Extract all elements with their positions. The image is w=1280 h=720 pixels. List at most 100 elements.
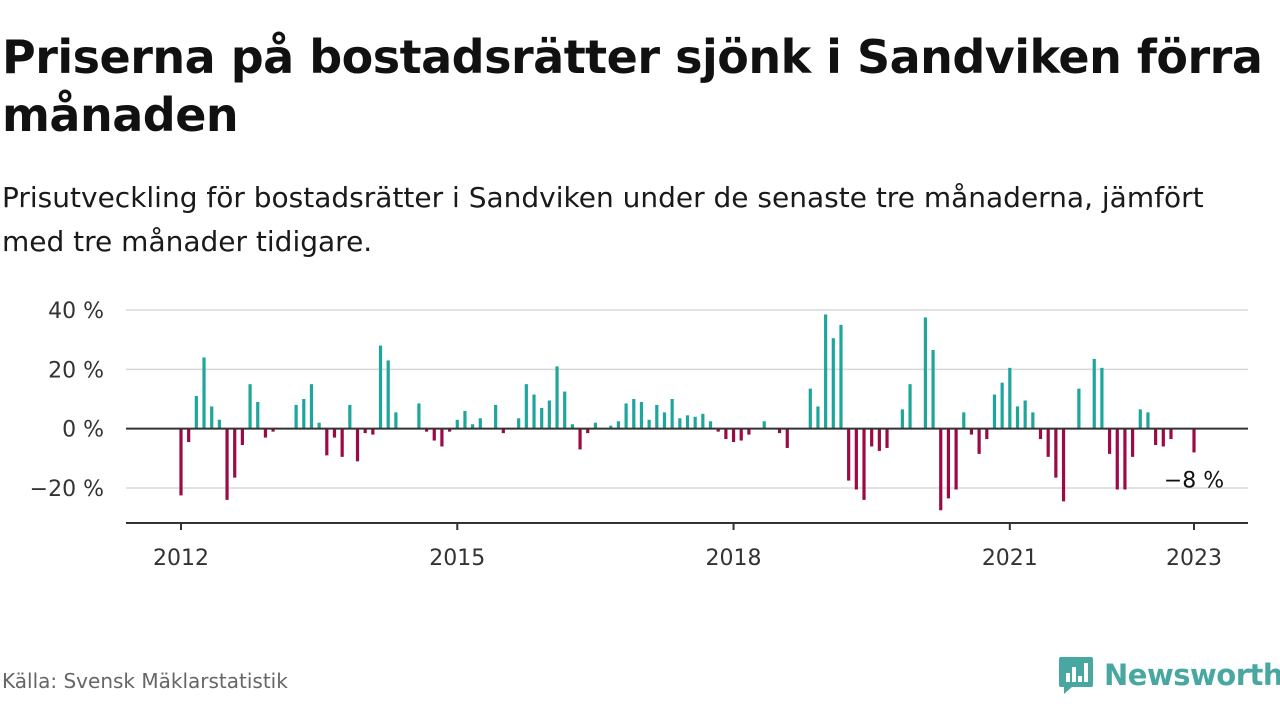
bar (1192, 428, 1196, 453)
brand-name: Newsworthy (1104, 658, 1280, 692)
bar (240, 428, 244, 445)
x-tick-label: 2023 (1166, 546, 1222, 571)
bar (632, 399, 636, 429)
bar (1061, 428, 1066, 502)
source-note: Källa: Svensk Mäklarstatistik (2, 669, 288, 693)
bar (1169, 428, 1173, 440)
bar (263, 428, 268, 438)
bar (1008, 367, 1012, 429)
bar (854, 428, 858, 490)
bar (540, 407, 544, 429)
bar (294, 404, 298, 429)
bar (1146, 412, 1150, 429)
bar (1038, 428, 1043, 440)
bar (616, 421, 621, 429)
bar (923, 317, 927, 429)
bar (877, 428, 881, 451)
bar (217, 419, 221, 429)
bar (639, 401, 644, 429)
bar (839, 324, 843, 429)
bar (271, 428, 275, 432)
bar (417, 403, 421, 429)
bar (609, 425, 613, 429)
bar (225, 428, 229, 500)
bar (931, 350, 935, 429)
bar (739, 428, 743, 441)
bar (777, 428, 782, 434)
bar (363, 428, 367, 434)
bar (862, 428, 866, 500)
bar (731, 428, 736, 443)
bar (670, 399, 674, 429)
bar (1138, 409, 1142, 429)
bar (1031, 412, 1035, 429)
bar (179, 428, 183, 496)
bar (440, 428, 444, 447)
bar (662, 412, 667, 429)
bar (1015, 406, 1020, 429)
bar (1077, 388, 1081, 429)
bar (985, 428, 989, 440)
bar (332, 428, 337, 438)
x-tick-label: 2018 (706, 546, 762, 571)
bar (593, 422, 598, 429)
bar (1115, 428, 1119, 490)
bar (1046, 428, 1050, 457)
bar (747, 428, 751, 435)
bar (1131, 428, 1135, 457)
bar (1100, 367, 1104, 429)
tick-labels: 40 % 20 % 0 % −20 % 2012 2015 2018 2021 2023 (30, 299, 1222, 571)
x-tick-label: 2015 (429, 546, 485, 571)
bar (202, 357, 206, 429)
bar (586, 428, 590, 434)
bar (939, 428, 943, 511)
bar (524, 384, 528, 429)
bar (624, 403, 628, 429)
bar (478, 418, 482, 429)
bar (1107, 428, 1112, 454)
bar (762, 421, 766, 429)
bar (824, 314, 828, 429)
bar (348, 404, 352, 429)
bar (325, 428, 329, 456)
bar (570, 424, 574, 429)
y-tick-label: 40 % (48, 299, 104, 324)
bar (693, 416, 697, 429)
bar (708, 421, 713, 429)
bar (1123, 428, 1127, 490)
bar (471, 424, 475, 429)
bar (187, 428, 191, 443)
bar (555, 366, 559, 429)
bar (647, 419, 651, 429)
bar (378, 345, 383, 429)
bar (685, 415, 690, 429)
bar (1023, 400, 1027, 429)
bar (432, 428, 436, 441)
gridlines (126, 309, 1248, 489)
bar (962, 412, 966, 429)
y-tick-label: 20 % (48, 358, 104, 383)
chart-subtitle: Prisutveckling för bostadsrätter i Sandv… (2, 181, 1204, 258)
bar (900, 409, 904, 429)
x-tick-label: 2012 (153, 546, 209, 571)
last-value-annotation: −8 % (1164, 468, 1224, 493)
bar (547, 400, 551, 429)
x-tick-label: 2021 (982, 546, 1038, 571)
bar (1161, 428, 1165, 447)
bar (1154, 428, 1158, 445)
bar (578, 428, 582, 450)
bar (371, 428, 375, 435)
bar (716, 428, 720, 432)
bar (494, 404, 498, 429)
bar (386, 360, 390, 429)
bar (946, 428, 951, 499)
y-tick-label: −20 % (30, 477, 104, 502)
bar (463, 410, 467, 429)
bar (448, 428, 452, 432)
bar (210, 406, 214, 429)
bar (701, 413, 705, 429)
bar (724, 428, 728, 440)
chart-title: Priserna på bostadsrätter sjönk i Sandvi… (2, 30, 1263, 142)
bar (831, 338, 835, 429)
